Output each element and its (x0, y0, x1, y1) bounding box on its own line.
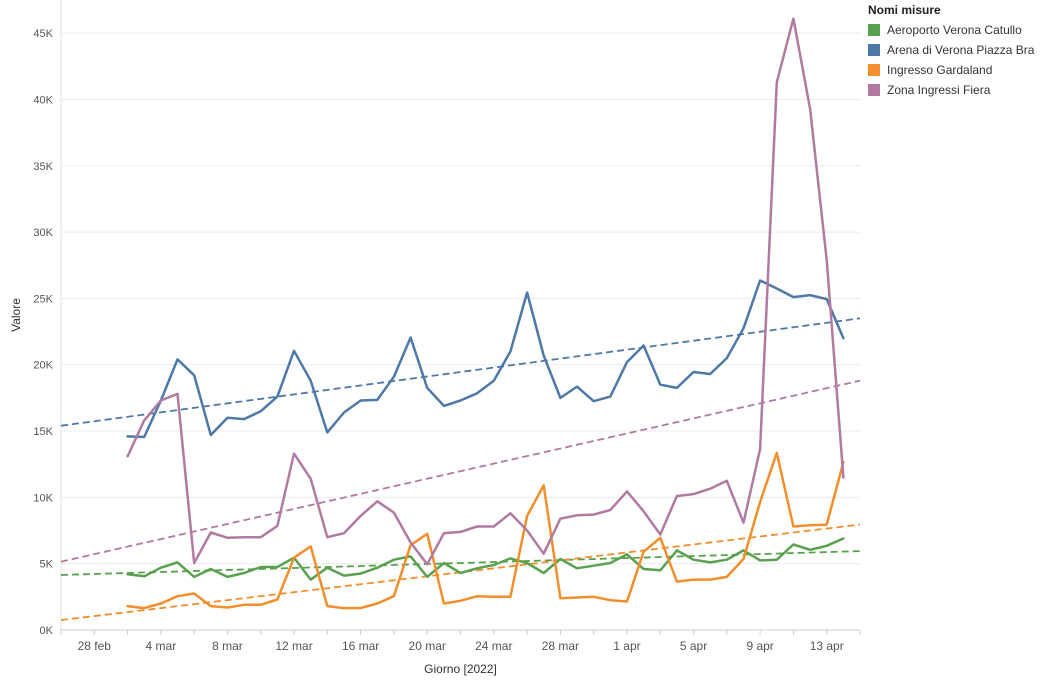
x-tick-label: 12 mar (275, 639, 312, 653)
x-tick-label: 1 apr (613, 639, 640, 653)
legend-item[interactable]: Aeroporto Verona Catullo (868, 20, 1049, 40)
y-tick-label: 15K (33, 426, 53, 438)
y-tick-label: 10K (33, 492, 53, 504)
series-lines (126, 17, 845, 610)
y-tick-label: 35K (33, 161, 53, 173)
legend-items: Aeroporto Verona Catullo Arena di Verona … (868, 20, 1049, 100)
x-tick-label: 24 mar (475, 639, 512, 653)
x-tick-label: 20 mar (409, 639, 446, 653)
x-tick-label: 28 mar (542, 639, 579, 653)
y-tick-label: 0K (40, 625, 54, 637)
y-tick-label: 45K (33, 28, 53, 40)
series-line (126, 279, 845, 439)
x-tick-label: 5 apr (680, 639, 707, 653)
legend-title: Nomi misure (868, 3, 941, 17)
axis-labels: Valore Giorno [2022] (9, 298, 497, 676)
y-tick-label: 25K (33, 293, 53, 305)
y-axis-title: Valore (9, 298, 23, 332)
legend-item[interactable]: Ingresso Gardaland (868, 60, 1049, 80)
trend-line (60, 379, 861, 563)
x-axis-title: Giorno [2022] (424, 662, 497, 676)
legend-label: Arena di Verona Piazza Bra (887, 43, 1035, 57)
legend-swatch (868, 64, 880, 76)
trend-line (60, 317, 861, 427)
legend-label: Zona Ingressi Fiera (887, 83, 991, 97)
legend-label: Ingresso Gardaland (887, 63, 993, 77)
y-tick-label: 5K (40, 559, 54, 571)
axes: 0K 5K 10K 15K 20K 25K 30K 35K 40K 45K 28 feb 4 mar 8… (33, 0, 861, 653)
x-tick-label: 4 mar (146, 639, 177, 653)
series-line (126, 537, 845, 581)
legend-item[interactable]: Zona Ingressi Fiera (868, 80, 1049, 100)
series-line (126, 17, 845, 566)
y-tick-label: 40K (33, 94, 53, 106)
legend-swatch (868, 84, 880, 96)
series-line (126, 451, 845, 610)
legend-swatch (868, 44, 880, 56)
legend-item[interactable]: Arena di Verona Piazza Bra (868, 40, 1049, 60)
y-tick-label: 20K (33, 360, 53, 372)
legend-swatch (868, 24, 880, 36)
x-tick-label: 8 mar (212, 639, 243, 653)
legend-label: Aeroporto Verona Catullo (887, 23, 1022, 37)
trend-line (60, 550, 861, 576)
gridlines (61, 32, 860, 565)
x-tick-label: 9 apr (746, 639, 773, 653)
x-tick-label: 16 mar (342, 639, 379, 653)
line-chart: 0K 5K 10K 15K 20K 25K 30K 35K 40K 45K 28 feb 4 mar 8… (9, 0, 861, 676)
y-tick-label: 30K (33, 227, 53, 239)
legend: Nomi misure Aeroporto Verona Catullo Aren… (868, 3, 1049, 100)
x-tick-label: 13 apr (810, 639, 844, 653)
x-tick-label: 28 feb (78, 639, 112, 653)
